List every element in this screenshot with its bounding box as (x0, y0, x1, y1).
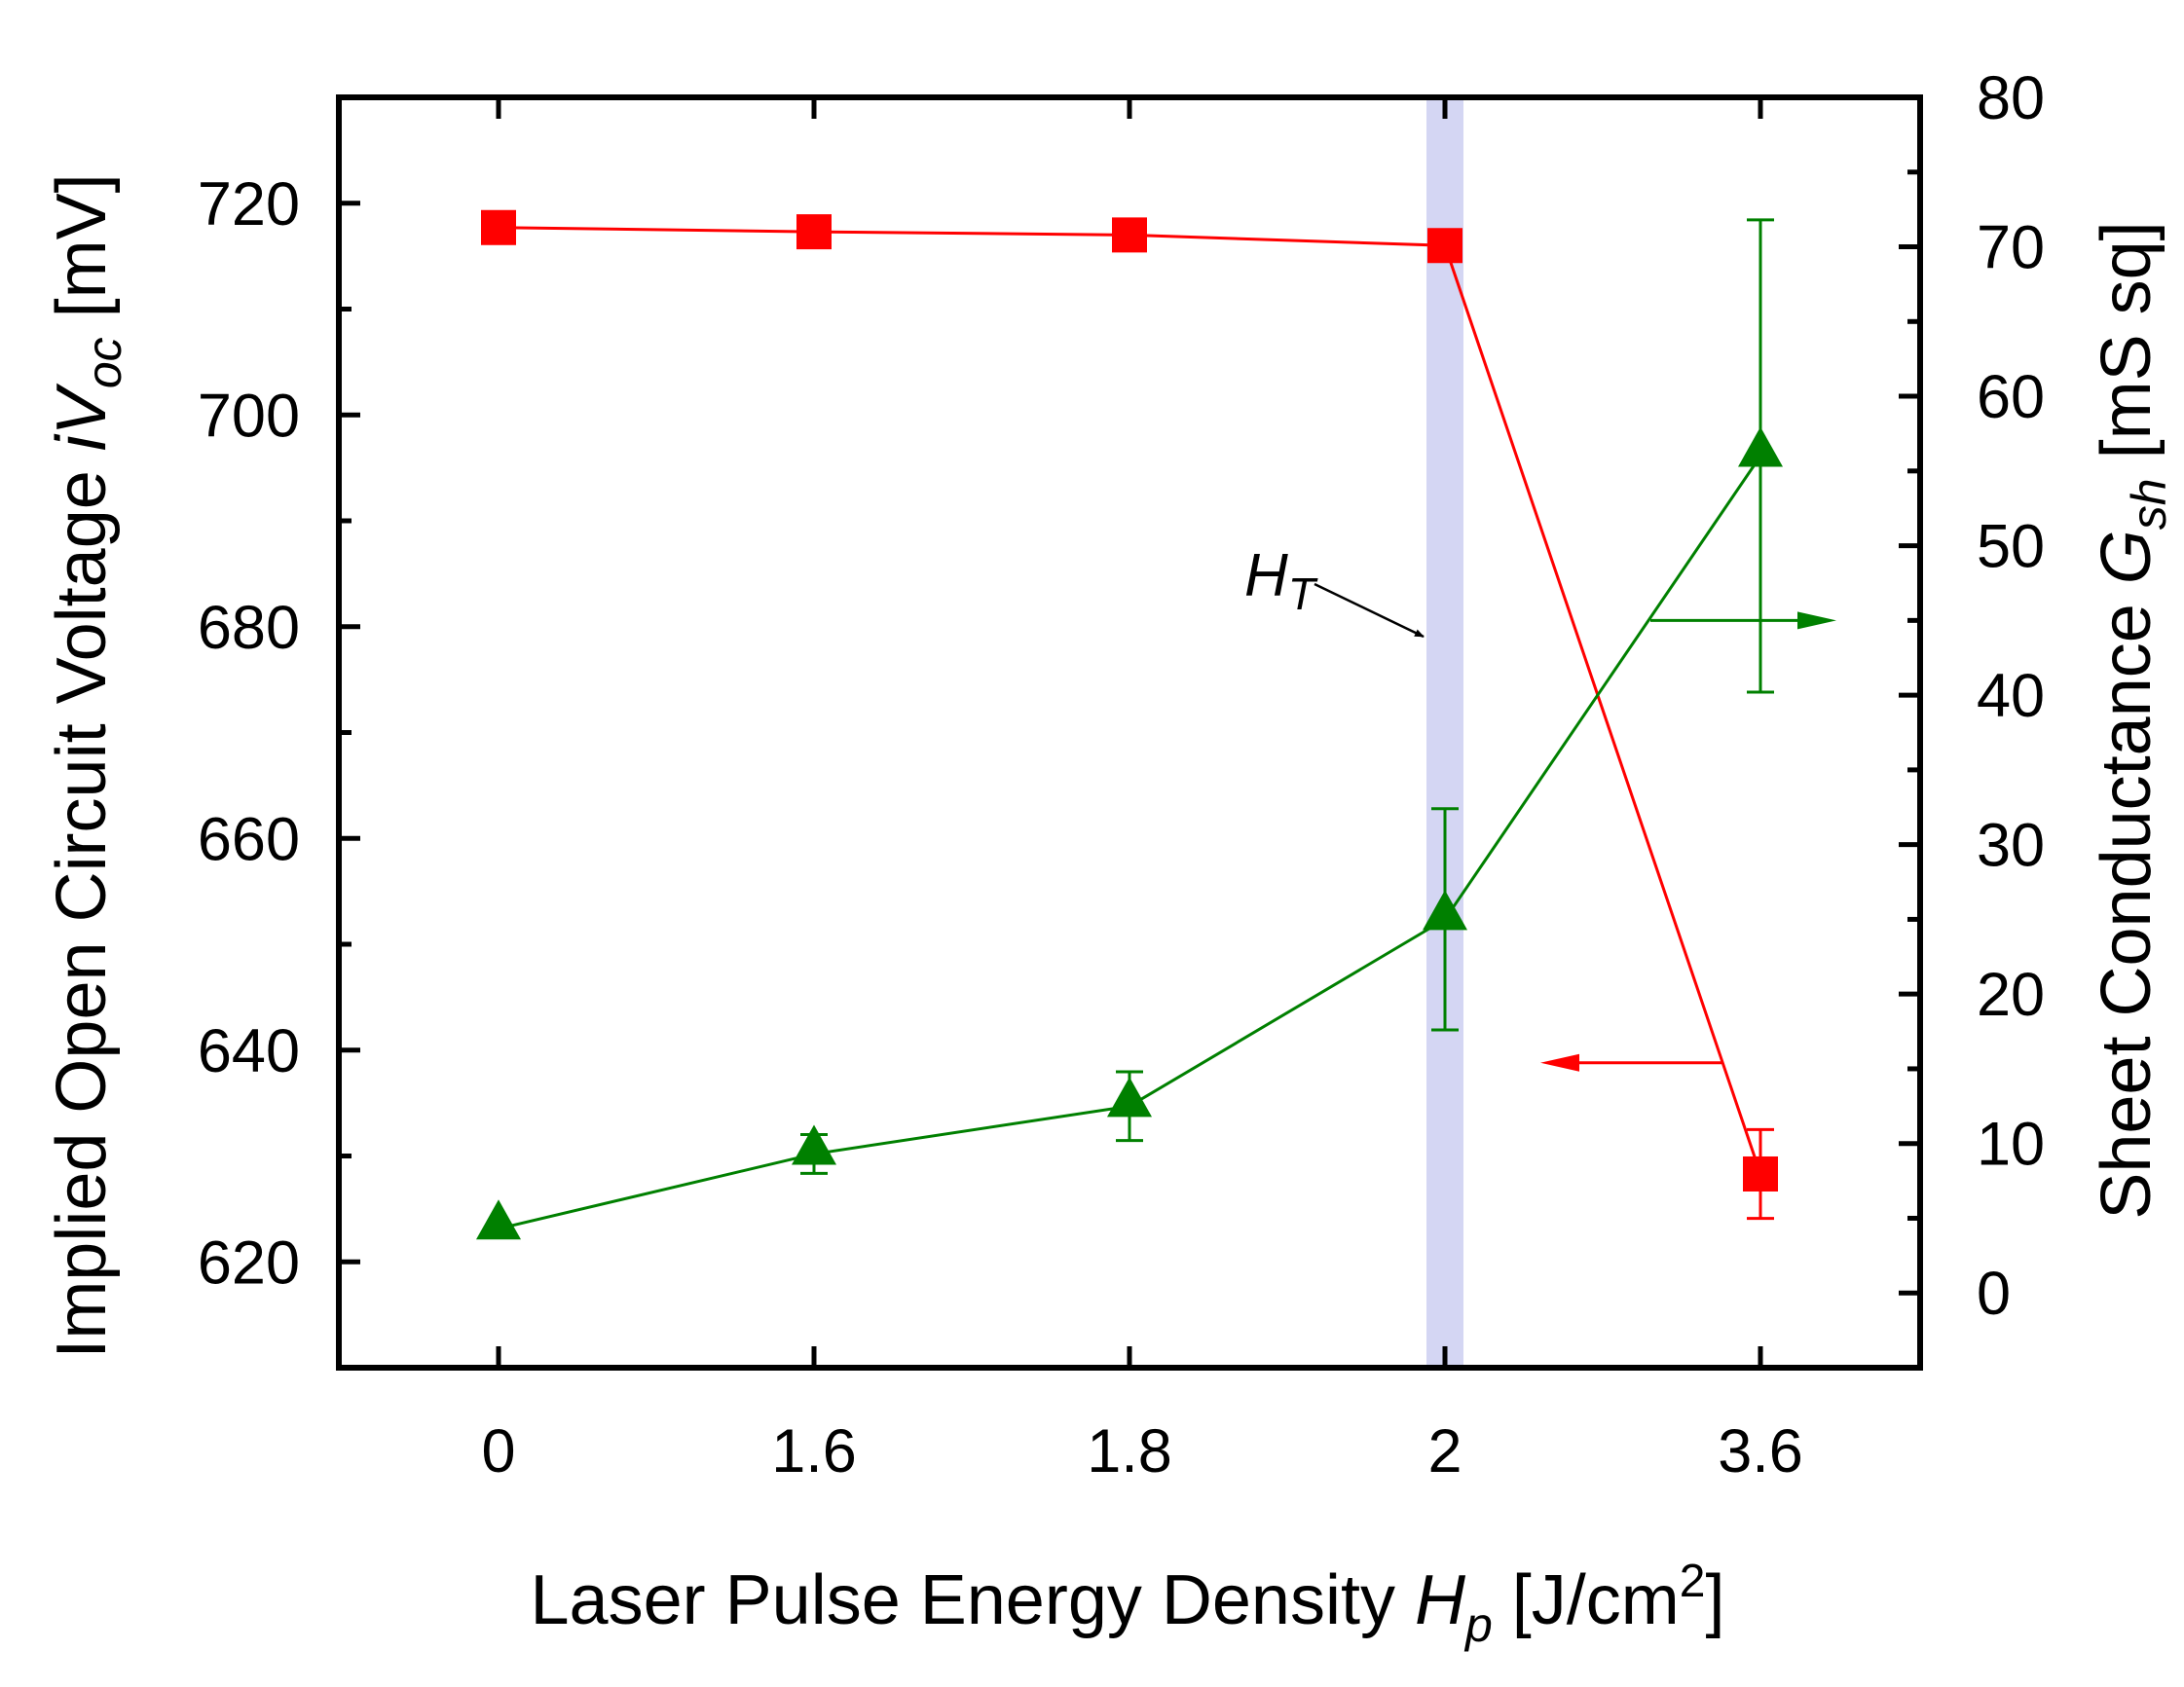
data-point (1112, 217, 1147, 253)
right-tick-label: 70 (1977, 214, 2045, 282)
right-tick-label: 40 (1977, 662, 2045, 730)
data-point (1743, 1155, 1778, 1192)
left-axis-arrow-head (1540, 1053, 1579, 1072)
data-point (792, 1124, 836, 1165)
right-tick-label: 60 (1977, 363, 2045, 431)
left-tick-label: 640 (198, 1017, 300, 1085)
right-tick-label: 0 (1977, 1260, 2011, 1328)
threshold-annotation: HT (1244, 542, 1425, 639)
right-tick-label: 80 (1977, 64, 2045, 132)
right-axis-title: Sheet Conductance Gsh [mS sq] (2088, 221, 2176, 1219)
data-point (1423, 890, 1467, 931)
right-axis-arrow-head (1797, 611, 1836, 630)
threshold-band (1426, 97, 1463, 1368)
right-tick-label: 50 (1977, 513, 2045, 581)
left-axis-title: Implied Open Circuit Voltage iVoc [mV] (43, 173, 131, 1358)
right-tick-label: 10 (1977, 1111, 2045, 1179)
x-tick-label: 1.6 (771, 1417, 857, 1485)
right-tick-label: 30 (1977, 812, 2045, 880)
left-tick-label: 620 (198, 1229, 300, 1297)
left-tick-label: 700 (198, 382, 300, 450)
x-tick-label: 2 (1427, 1417, 1462, 1485)
data-point (1427, 228, 1462, 264)
left-tick-label: 660 (198, 805, 300, 873)
series-Gsh (476, 218, 1783, 1240)
plot-frame (336, 94, 1923, 1371)
right-tick-label: 20 (1977, 961, 2045, 1029)
data-point (1738, 426, 1783, 467)
left-tick-label: 680 (198, 594, 300, 662)
left-tick-label: 720 (198, 170, 300, 238)
x-axis-title: Laser Pulse Energy Density Hp [J/cm2] (531, 1556, 1725, 1652)
series-iVoc (481, 209, 1778, 1221)
data-point (481, 209, 516, 245)
data-point (1107, 1077, 1152, 1118)
major-ticks (339, 97, 1920, 1368)
minor-ticks (339, 169, 1920, 1371)
data-point (476, 1199, 521, 1240)
threshold-label: HT (1244, 542, 1318, 619)
tick-labels: 620 640 660 680 700 720 0 10 20 30 40 50 60 70 80 0 1.6 1… (198, 64, 2045, 1485)
x-tick-label: 3.6 (1718, 1417, 1803, 1485)
axis-indicator-arrows (1540, 611, 1836, 1072)
series-line (498, 226, 1762, 1175)
x-tick-label: 1.8 (1087, 1417, 1172, 1485)
data-point (796, 214, 832, 250)
threshold-pointer-arrow (1314, 582, 1425, 639)
x-tick-label: 0 (481, 1417, 515, 1485)
